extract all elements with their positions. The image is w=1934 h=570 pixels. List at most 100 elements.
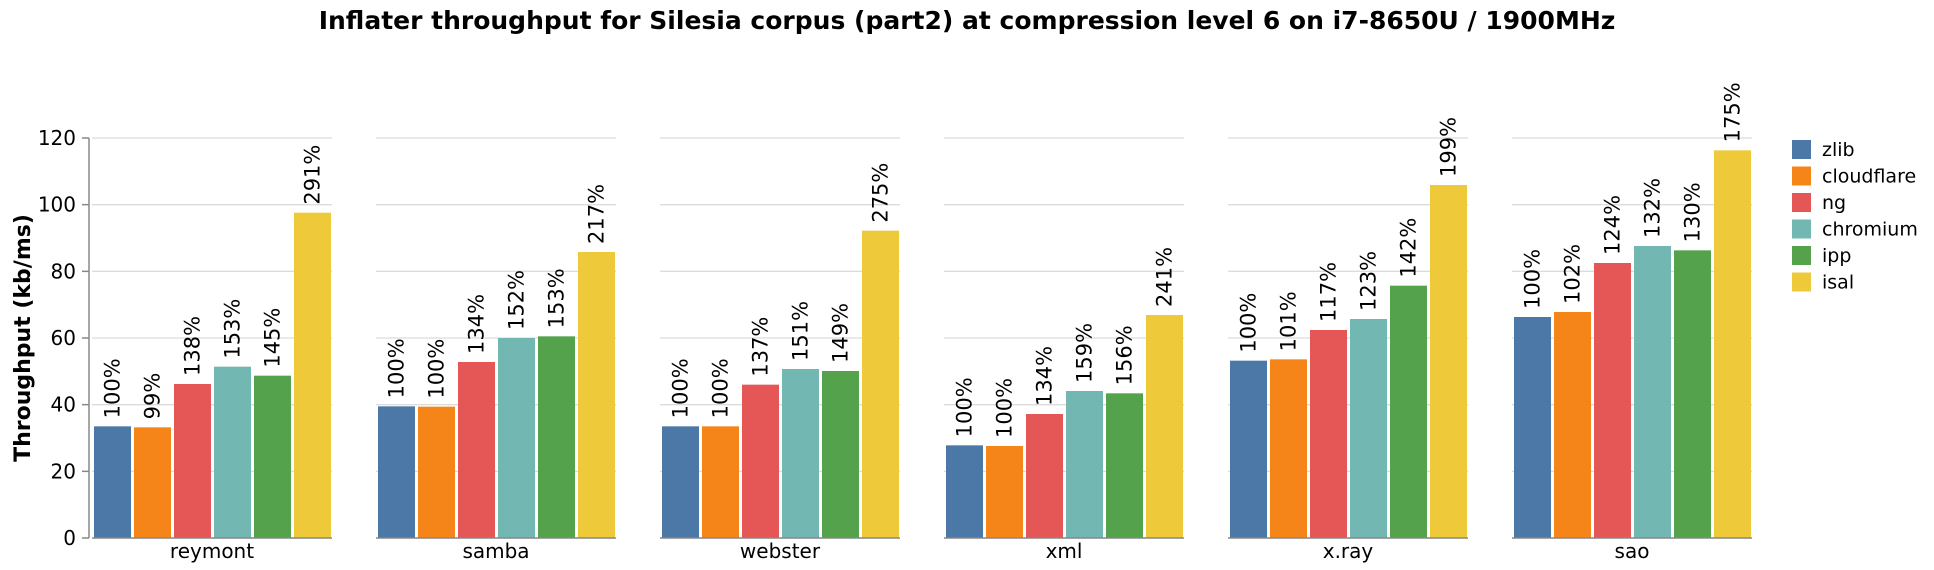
data-label: 152%	[505, 270, 529, 330]
y-tick-label: 20	[51, 459, 76, 483]
data-label: 217%	[585, 184, 609, 244]
data-label: 99%	[141, 373, 165, 420]
data-label: 100%	[709, 358, 733, 418]
bar-zlib	[378, 406, 415, 538]
data-label: 100%	[1237, 293, 1261, 353]
bar-chromium	[498, 338, 535, 538]
chart-title: Inflater throughput for Silesia corpus (…	[318, 6, 1616, 35]
bar-isal	[862, 230, 899, 538]
data-label: 100%	[669, 358, 693, 418]
data-label: 102%	[1561, 244, 1585, 304]
bar-isal	[1430, 185, 1467, 538]
bar-chromium	[1350, 319, 1387, 538]
bar-zlib	[946, 445, 983, 538]
bar-zlib	[1230, 360, 1267, 538]
bar-ipp	[1674, 250, 1711, 539]
data-label: 117%	[1317, 262, 1341, 322]
legend-label: cloudflare	[1822, 166, 1916, 188]
bar-cloudflare	[1554, 312, 1591, 538]
data-label: 134%	[1033, 346, 1057, 406]
bar-isal	[1714, 150, 1751, 539]
bar-cloudflare	[1270, 359, 1307, 538]
axes-layer: 0 20 40 60 80 100 120 Throughput (kb/ms) reymont…	[11, 126, 1752, 563]
bars-layer	[94, 150, 1751, 539]
legend-swatch	[1792, 246, 1811, 265]
data-label: 100%	[101, 358, 125, 418]
bar-isal	[578, 252, 615, 538]
data-label: 134%	[465, 294, 489, 354]
data-label: 100%	[1521, 249, 1545, 309]
y-tick-label: 40	[51, 393, 76, 417]
legend-label: zlib	[1822, 139, 1855, 161]
category-label: reymont	[170, 539, 254, 563]
bar-zlib	[662, 426, 699, 538]
bar-chromium	[1066, 391, 1103, 538]
data-label: 100%	[385, 338, 409, 398]
category-label: x.ray	[1323, 539, 1374, 563]
data-label: 132%	[1641, 178, 1665, 238]
legend-swatch	[1792, 166, 1811, 186]
y-tick-label: 60	[51, 326, 76, 350]
legend-label: isal	[1822, 272, 1854, 294]
data-label: 137%	[749, 317, 773, 377]
labels-layer: 100% 99% 138% 153% 145% 291% 100% 100% 134% 152% 1…	[101, 82, 1745, 438]
data-label: 101%	[1277, 291, 1301, 351]
bar-ng	[1026, 414, 1063, 538]
data-label: 199%	[1437, 117, 1461, 177]
data-label: 275%	[869, 163, 893, 223]
data-label: 145%	[261, 308, 285, 368]
bar-ipp	[1390, 285, 1427, 538]
bar-zlib	[1514, 317, 1551, 538]
data-label: 142%	[1397, 218, 1421, 278]
data-label: 153%	[221, 299, 245, 359]
data-label: 291%	[301, 145, 325, 205]
bar-isal	[1146, 315, 1183, 538]
legend-label: ng	[1822, 192, 1846, 214]
bar-ng	[1310, 330, 1347, 538]
data-label: 100%	[425, 339, 449, 399]
data-label: 151%	[789, 301, 813, 361]
data-label: 138%	[181, 316, 205, 376]
legend-swatch	[1792, 219, 1811, 239]
data-label: 100%	[993, 378, 1017, 438]
category-label: xml	[1046, 539, 1083, 563]
bar-ipp	[538, 336, 575, 538]
y-tick-label: 120	[38, 126, 76, 150]
y-tick-label: 80	[51, 259, 76, 283]
y-tick-label: 0	[63, 526, 76, 550]
bar-cloudflare	[418, 406, 455, 538]
category-label: webster	[740, 539, 821, 563]
data-label: 100%	[953, 377, 977, 437]
legend-label: ipp	[1822, 245, 1851, 267]
data-label: 156%	[1113, 325, 1137, 385]
grid-layer	[92, 137, 1752, 539]
bar-ipp	[254, 375, 291, 538]
bar-chromium	[214, 366, 251, 538]
legend-swatch	[1792, 193, 1811, 212]
bar-ipp	[1106, 393, 1143, 538]
bar-zlib	[94, 426, 131, 538]
data-label: 130%	[1681, 182, 1705, 242]
bar-chromium	[1634, 246, 1671, 538]
bar-ipp	[822, 371, 859, 538]
data-label: 149%	[829, 303, 853, 363]
bar-cloudflare	[986, 446, 1023, 538]
category-label: sao	[1615, 539, 1650, 563]
data-label: 123%	[1357, 251, 1381, 311]
data-label: 175%	[1721, 82, 1745, 142]
data-label: 241%	[1153, 247, 1177, 307]
y-axis-label: Throughput (kb/ms)	[11, 214, 36, 462]
y-tick-label: 100	[38, 193, 76, 217]
bar-isal	[294, 212, 331, 538]
legend-swatch	[1792, 140, 1811, 159]
legend-label: chromium	[1822, 219, 1918, 241]
bar-ng	[174, 384, 211, 538]
data-label: 124%	[1601, 195, 1625, 255]
legend-swatch	[1792, 272, 1811, 292]
data-label: 153%	[545, 268, 569, 328]
data-label: 159%	[1073, 323, 1097, 383]
bar-cloudflare	[134, 427, 171, 538]
bar-ng	[458, 362, 495, 538]
legend: zlib cloudflare ng chromium ipp isal	[1792, 139, 1918, 294]
